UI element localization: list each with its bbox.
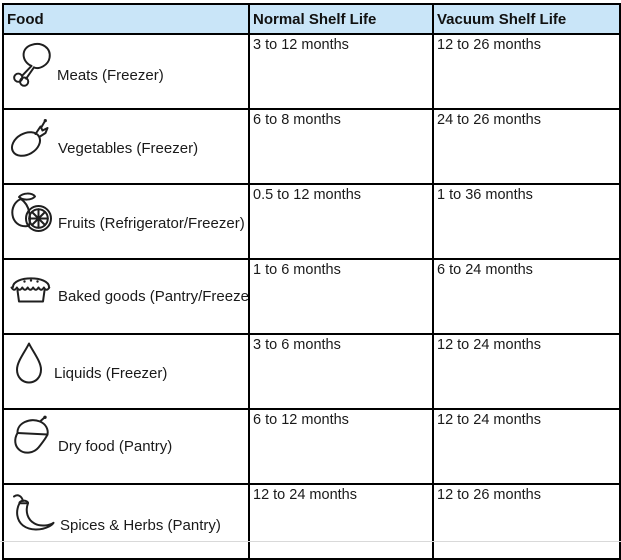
food-cell: Baked goods (Pantry/Freezer) xyxy=(7,262,249,309)
column-header-food: Food xyxy=(2,3,250,35)
table-header-row: Food Normal Shelf Life Vacuum Shelf Life xyxy=(2,3,621,35)
citrus-fruit-icon xyxy=(11,192,52,232)
vacuum-shelf-life: 6 to 24 months xyxy=(437,262,533,278)
table-row-vegetables: Vegetables (Freezer) 6 to 8 months 24 to… xyxy=(2,108,621,185)
normal-shelf-life: 1 to 6 months xyxy=(253,262,341,278)
vacuum-shelf-life: 1 to 36 months xyxy=(437,187,533,203)
vacuum-shelf-life: 12 to 26 months xyxy=(437,487,541,503)
pie-icon xyxy=(10,277,51,303)
food-label: Fruits (Refrigerator/Freezer) xyxy=(58,215,245,232)
page-divider-line xyxy=(0,541,621,542)
vacuum-shelf-life: 24 to 26 months xyxy=(437,112,541,128)
food-label: Spices & Herbs (Pantry) xyxy=(60,517,221,534)
table-row-liquids: Liquids (Freezer) 3 to 6 months 12 to 24… xyxy=(2,333,621,410)
food-cell: Spices & Herbs (Pantry) xyxy=(7,487,246,538)
normal-shelf-life: 0.5 to 12 months xyxy=(253,187,362,203)
table-row-dry-food: Dry food (Pantry) 6 to 12 months 12 to 2… xyxy=(2,408,621,485)
table-row-spices-herbs: Spices & Herbs (Pantry) 12 to 24 months … xyxy=(2,483,621,560)
food-label: Liquids (Freezer) xyxy=(54,365,168,382)
normal-shelf-life: 12 to 24 months xyxy=(253,487,357,503)
eggplant-icon xyxy=(10,119,49,157)
normal-shelf-life: 6 to 8 months xyxy=(253,112,341,128)
column-header-normal: Normal Shelf Life xyxy=(248,3,434,35)
vacuum-shelf-life: 12 to 24 months xyxy=(437,412,541,428)
food-label: Vegetables (Freezer) xyxy=(58,140,199,157)
vacuum-shelf-life: 12 to 26 months xyxy=(437,37,541,53)
food-cell: Fruits (Refrigerator/Freezer) xyxy=(7,187,246,236)
food-label: Meats (Freezer) xyxy=(57,67,164,84)
food-label: Dry food (Pantry) xyxy=(58,438,173,455)
table-row-fruits: Fruits (Refrigerator/Freezer) 0.5 to 12 … xyxy=(2,183,621,260)
acorn-icon xyxy=(14,415,49,454)
table-row-meats: Meats (Freezer) 3 to 12 months 12 to 26 … xyxy=(2,33,621,110)
food-cell: Liquids (Freezer) xyxy=(7,337,246,386)
normal-shelf-life: 3 to 6 months xyxy=(253,337,341,353)
food-cell: Meats (Freezer) xyxy=(7,37,246,88)
drumstick-icon xyxy=(13,43,51,87)
droplet-icon xyxy=(16,342,42,384)
normal-shelf-life: 3 to 12 months xyxy=(253,37,349,53)
vacuum-shelf-life: 12 to 24 months xyxy=(437,337,541,353)
shelf-life-table: Food Normal Shelf Life Vacuum Shelf Life… xyxy=(2,3,621,560)
food-label: Baked goods (Pantry/Freezer) xyxy=(58,288,249,305)
column-header-vacuum: Vacuum Shelf Life xyxy=(432,3,621,35)
food-cell: Dry food (Pantry) xyxy=(7,412,246,459)
table-row-baked-goods: Baked goods (Pantry/Freezer) 1 to 6 mont… xyxy=(2,258,621,335)
food-cell: Vegetables (Freezer) xyxy=(7,112,246,161)
chili-pepper-icon xyxy=(13,494,55,531)
normal-shelf-life: 6 to 12 months xyxy=(253,412,349,428)
